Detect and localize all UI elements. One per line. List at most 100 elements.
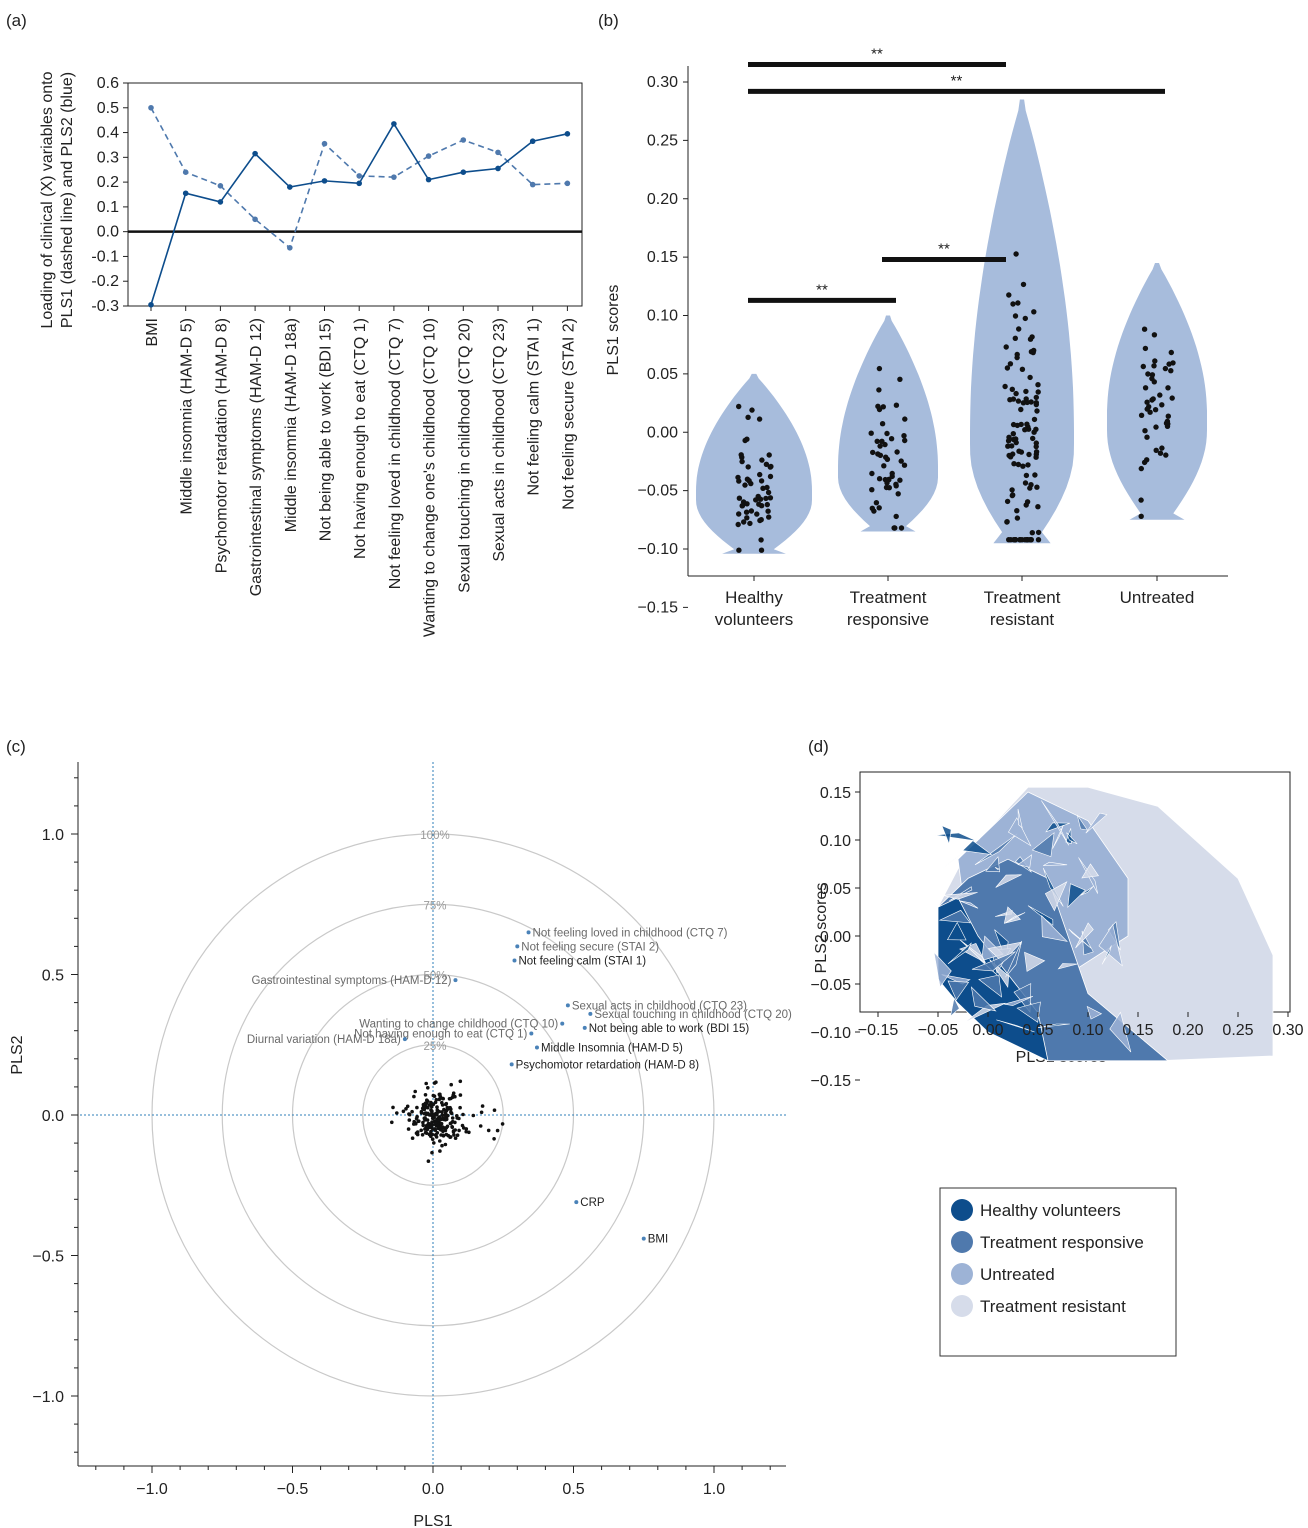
panel-d-overlap-patch (941, 825, 952, 846)
panel-b-data-point (765, 508, 771, 514)
panel-d-overlap-patch (1066, 832, 1078, 845)
panel-a-pls2-point (321, 178, 328, 184)
panel-b-data-point (879, 421, 886, 427)
panel-b-data-point (897, 477, 903, 483)
panel-c-sample-point (453, 1120, 457, 1125)
panel-a-xtick-label: Not being able to work (BDI 15) (318, 318, 335, 541)
panel-b-data-point (1142, 385, 1149, 391)
panel-c-sample-point (500, 1122, 505, 1126)
panel-d-overlap-patch (1101, 945, 1112, 965)
panel-b-xtick-label: Treatment (850, 588, 927, 607)
panel-c-variable-point (560, 1021, 565, 1026)
panel-b-data-point (1007, 454, 1014, 460)
panel-c-sample-point (450, 1125, 455, 1129)
panel-b-data-point (1153, 424, 1159, 430)
panel-d-overlap-patch (1075, 922, 1094, 949)
panel-b-violin-chart: PLS1 scores 0.30 0.25 0.20 0.15 0.10 0.05 0.00… (605, 45, 1228, 629)
panel-b-data-point (895, 491, 901, 497)
panel-b-data-point (1024, 421, 1030, 427)
panel-b-data-point (1159, 445, 1165, 451)
panel-b-data-point (748, 508, 755, 514)
panel-b-violin (696, 373, 812, 554)
panel-c-sample-point (424, 1131, 429, 1135)
panel-c-variable-label: Sexual acts in childhood (CTQ 23) (572, 1000, 747, 1012)
panel-c-sample-point (449, 1110, 453, 1114)
legend-swatch (951, 1263, 973, 1285)
panel-b-data-point (743, 509, 750, 515)
panel-a-ytick-label: 0.4 (97, 125, 119, 142)
legend-swatch (951, 1295, 973, 1317)
panel-a-pls1-point (321, 140, 328, 147)
panel-c-sample-point (453, 1136, 458, 1140)
panel-d-overlap-patch (1007, 817, 1032, 847)
panel-c-sample-point (436, 1125, 441, 1129)
panel-a-ytick-label: -0.3 (91, 298, 119, 315)
panel-b-data-point (1013, 251, 1019, 257)
panel-c-xtick-label: 0.5 (562, 1481, 584, 1498)
panel-a-ytick-label: -0.1 (91, 248, 119, 265)
panel-b-xtick-label: responsive (847, 610, 929, 629)
panel-b-data-point (877, 443, 883, 449)
panel-b-data-point (1005, 443, 1011, 449)
panel-d-overlap-patch (1005, 912, 1026, 923)
panel-a-ytick-label: 0.1 (97, 199, 119, 216)
panel-b-data-point (898, 525, 905, 531)
panel-c-sample-point (429, 1113, 433, 1117)
panel-d-xtick-label: 0.15 (1122, 1022, 1153, 1039)
panel-b-data-point (1157, 392, 1163, 398)
panel-b-ytick-label: 0.20 (647, 191, 678, 208)
panel-b-data-point (1159, 402, 1165, 408)
panel-c-sample-point (426, 1086, 430, 1090)
panel-b-data-point (1016, 448, 1022, 454)
panel-b-data-point (1026, 451, 1032, 458)
panel-c-ytick-label: −1.0 (32, 1389, 64, 1406)
panel-c-sample-point (417, 1119, 421, 1123)
panel-a-ytick-label: 0.2 (97, 174, 119, 191)
panel-b-data-point (1022, 480, 1029, 486)
panel-a-pls2-point (182, 190, 189, 197)
panel-b-data-point (1144, 406, 1150, 412)
panel-d-overlap-patch (1098, 923, 1123, 967)
panel-c-variable-label: Not feeling loved in childhood (CTQ 7) (533, 927, 728, 939)
panel-b-data-point (735, 474, 741, 481)
panel-c-sample-point (471, 1113, 476, 1118)
panel-d-overlap-patch (943, 892, 978, 900)
panel-b-data-point (1031, 309, 1037, 315)
panel-b-data-point (1015, 300, 1021, 306)
panel-b-data-point (882, 441, 888, 448)
panel-c-sample-point (464, 1129, 469, 1134)
panel-c-sample-point (434, 1113, 439, 1117)
panel-b-data-point (1165, 413, 1172, 419)
panel-d-overlap-patch (1041, 915, 1068, 942)
panel-c-sample-point (430, 1137, 435, 1141)
panel-b-violin (838, 315, 938, 532)
panel-c-ytick-label: 1.0 (42, 827, 64, 844)
panel-b-data-point (893, 481, 899, 487)
panel-c-sample-point (429, 1125, 433, 1129)
panel-d-overlap-patch (1057, 963, 1078, 970)
panel-a-ytick-label: 0.3 (97, 149, 119, 166)
panel-d-overlap-patch (1043, 861, 1068, 866)
panel-b-ytick-label: −0.10 (638, 541, 679, 558)
panel-b-data-point (767, 473, 774, 480)
panel-b-data-point (1033, 443, 1039, 450)
panel-b-data-point (1157, 450, 1164, 456)
panel-b-data-point (876, 476, 883, 482)
panel-a-pls2-point (495, 165, 501, 172)
legend-swatch (951, 1199, 973, 1221)
panel-c-sample-point (426, 1111, 430, 1116)
panel-a-pls1-point (564, 180, 571, 187)
panel-b-data-point (766, 514, 772, 520)
panel-c-variable-point (512, 958, 517, 963)
panel-b-xtick-label: volunteers (715, 610, 793, 629)
panel-d-ytick-label: 0.15 (820, 785, 851, 802)
panel-a-xtick-label: Gastrointestinal symptoms (HAM-D 12) (248, 318, 265, 596)
panel-a-xtick-label: Not feeling loved in childhood (CTQ 7) (387, 318, 404, 589)
panel-b-data-point (1150, 396, 1156, 402)
panel-c-variable-point (534, 1045, 539, 1050)
panel-c-sample-point (440, 1103, 445, 1107)
panel-b-data-point (876, 505, 882, 511)
panel-c-sample-point (450, 1116, 455, 1120)
panel-c-sample-point (438, 1149, 442, 1153)
panel-c-sample-point (444, 1132, 449, 1137)
